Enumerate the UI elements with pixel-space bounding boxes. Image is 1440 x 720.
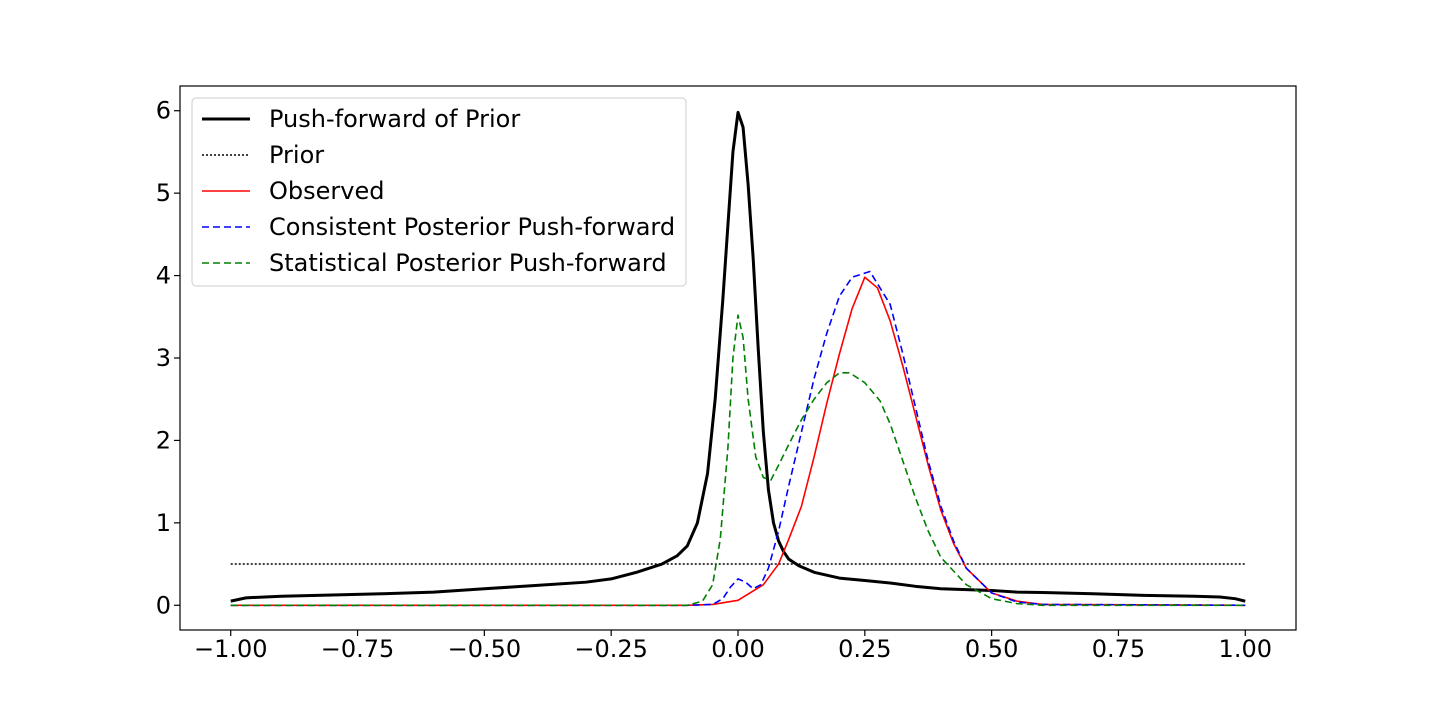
x-tick-label: 0.00 [711, 635, 764, 663]
y-tick-label: 5 [156, 179, 171, 207]
legend: Push-forward of Prior Prior Observed Consis… [191, 97, 687, 287]
y-tick-label: 1 [156, 509, 171, 537]
x-tick-label: −0.75 [321, 635, 395, 663]
series-line-push-forward-of-prior [230, 110, 1246, 603]
y-tick-label: 0 [156, 591, 171, 619]
x-tick-label: −1.00 [194, 635, 268, 663]
series-line-consistent-posterior-push-forward [230, 270, 1246, 607]
legend-label: Statistical Posterior Push-forward [269, 249, 667, 277]
x-tick-label: −0.25 [574, 635, 648, 663]
y-tick-label: 2 [156, 426, 171, 454]
legend-label: Push-forward of Prior [269, 105, 520, 133]
x-tick-label: −0.50 [448, 635, 522, 663]
y-tick-label: 6 [156, 97, 171, 125]
series-line-statistical-posterior-push-forward [230, 314, 1246, 607]
legend-label: Observed [269, 177, 384, 205]
y-axis: 0 1 2 3 4 5 6 [156, 97, 180, 619]
x-tick-label: 0.25 [838, 635, 891, 663]
x-tick-label: 1.00 [1219, 635, 1272, 663]
x-axis: −1.00 −0.75 −0.50 −0.25 0.00 0.25 0.50 0.75 1.00 [194, 630, 1272, 663]
legend-label: Prior [269, 141, 324, 169]
legend-box [191, 97, 687, 287]
series-layer [230, 110, 1246, 607]
y-tick-label: 3 [156, 344, 171, 372]
legend-label: Consistent Posterior Push-forward [269, 213, 675, 241]
x-tick-label: 0.75 [1092, 635, 1145, 663]
x-tick-label: 0.50 [965, 635, 1018, 663]
y-tick-label: 4 [156, 262, 171, 290]
